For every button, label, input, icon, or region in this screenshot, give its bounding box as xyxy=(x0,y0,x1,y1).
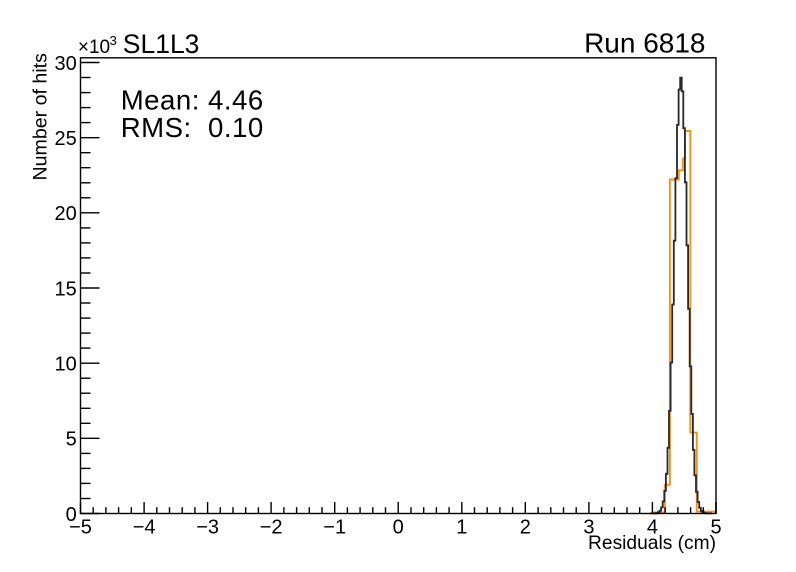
svg-text:0: 0 xyxy=(66,504,77,526)
svg-text:−3: −3 xyxy=(196,517,219,539)
svg-text:2: 2 xyxy=(520,517,531,539)
svg-text:Residuals (cm): Residuals (cm) xyxy=(588,533,716,554)
svg-text:1: 1 xyxy=(456,517,467,539)
svg-text:−4: −4 xyxy=(133,517,156,539)
svg-text:−5: −5 xyxy=(69,517,92,539)
svg-text:5: 5 xyxy=(66,429,77,451)
svg-text:15: 15 xyxy=(55,278,77,300)
svg-text:20: 20 xyxy=(55,203,77,225)
svg-text:3: 3 xyxy=(110,33,117,48)
svg-text:10: 10 xyxy=(55,354,77,376)
svg-text:5: 5 xyxy=(710,517,721,539)
svg-text:4: 4 xyxy=(647,517,658,539)
svg-text:Mean: 4.46: Mean: 4.46 xyxy=(121,85,264,116)
svg-text:−1: −1 xyxy=(323,517,346,539)
svg-text:0: 0 xyxy=(393,517,404,539)
svg-text:3: 3 xyxy=(583,517,594,539)
svg-text:RMS: 0.10: RMS: 0.10 xyxy=(121,112,264,143)
svg-text:−2: −2 xyxy=(260,517,283,539)
svg-text:25: 25 xyxy=(55,128,77,150)
svg-text:×10: ×10 xyxy=(78,37,110,58)
svg-text:30: 30 xyxy=(55,53,77,75)
svg-text:Run 6818: Run 6818 xyxy=(584,28,705,59)
svg-text:Number of hits: Number of hits xyxy=(30,53,52,181)
svg-text:SL1L3: SL1L3 xyxy=(123,29,200,59)
